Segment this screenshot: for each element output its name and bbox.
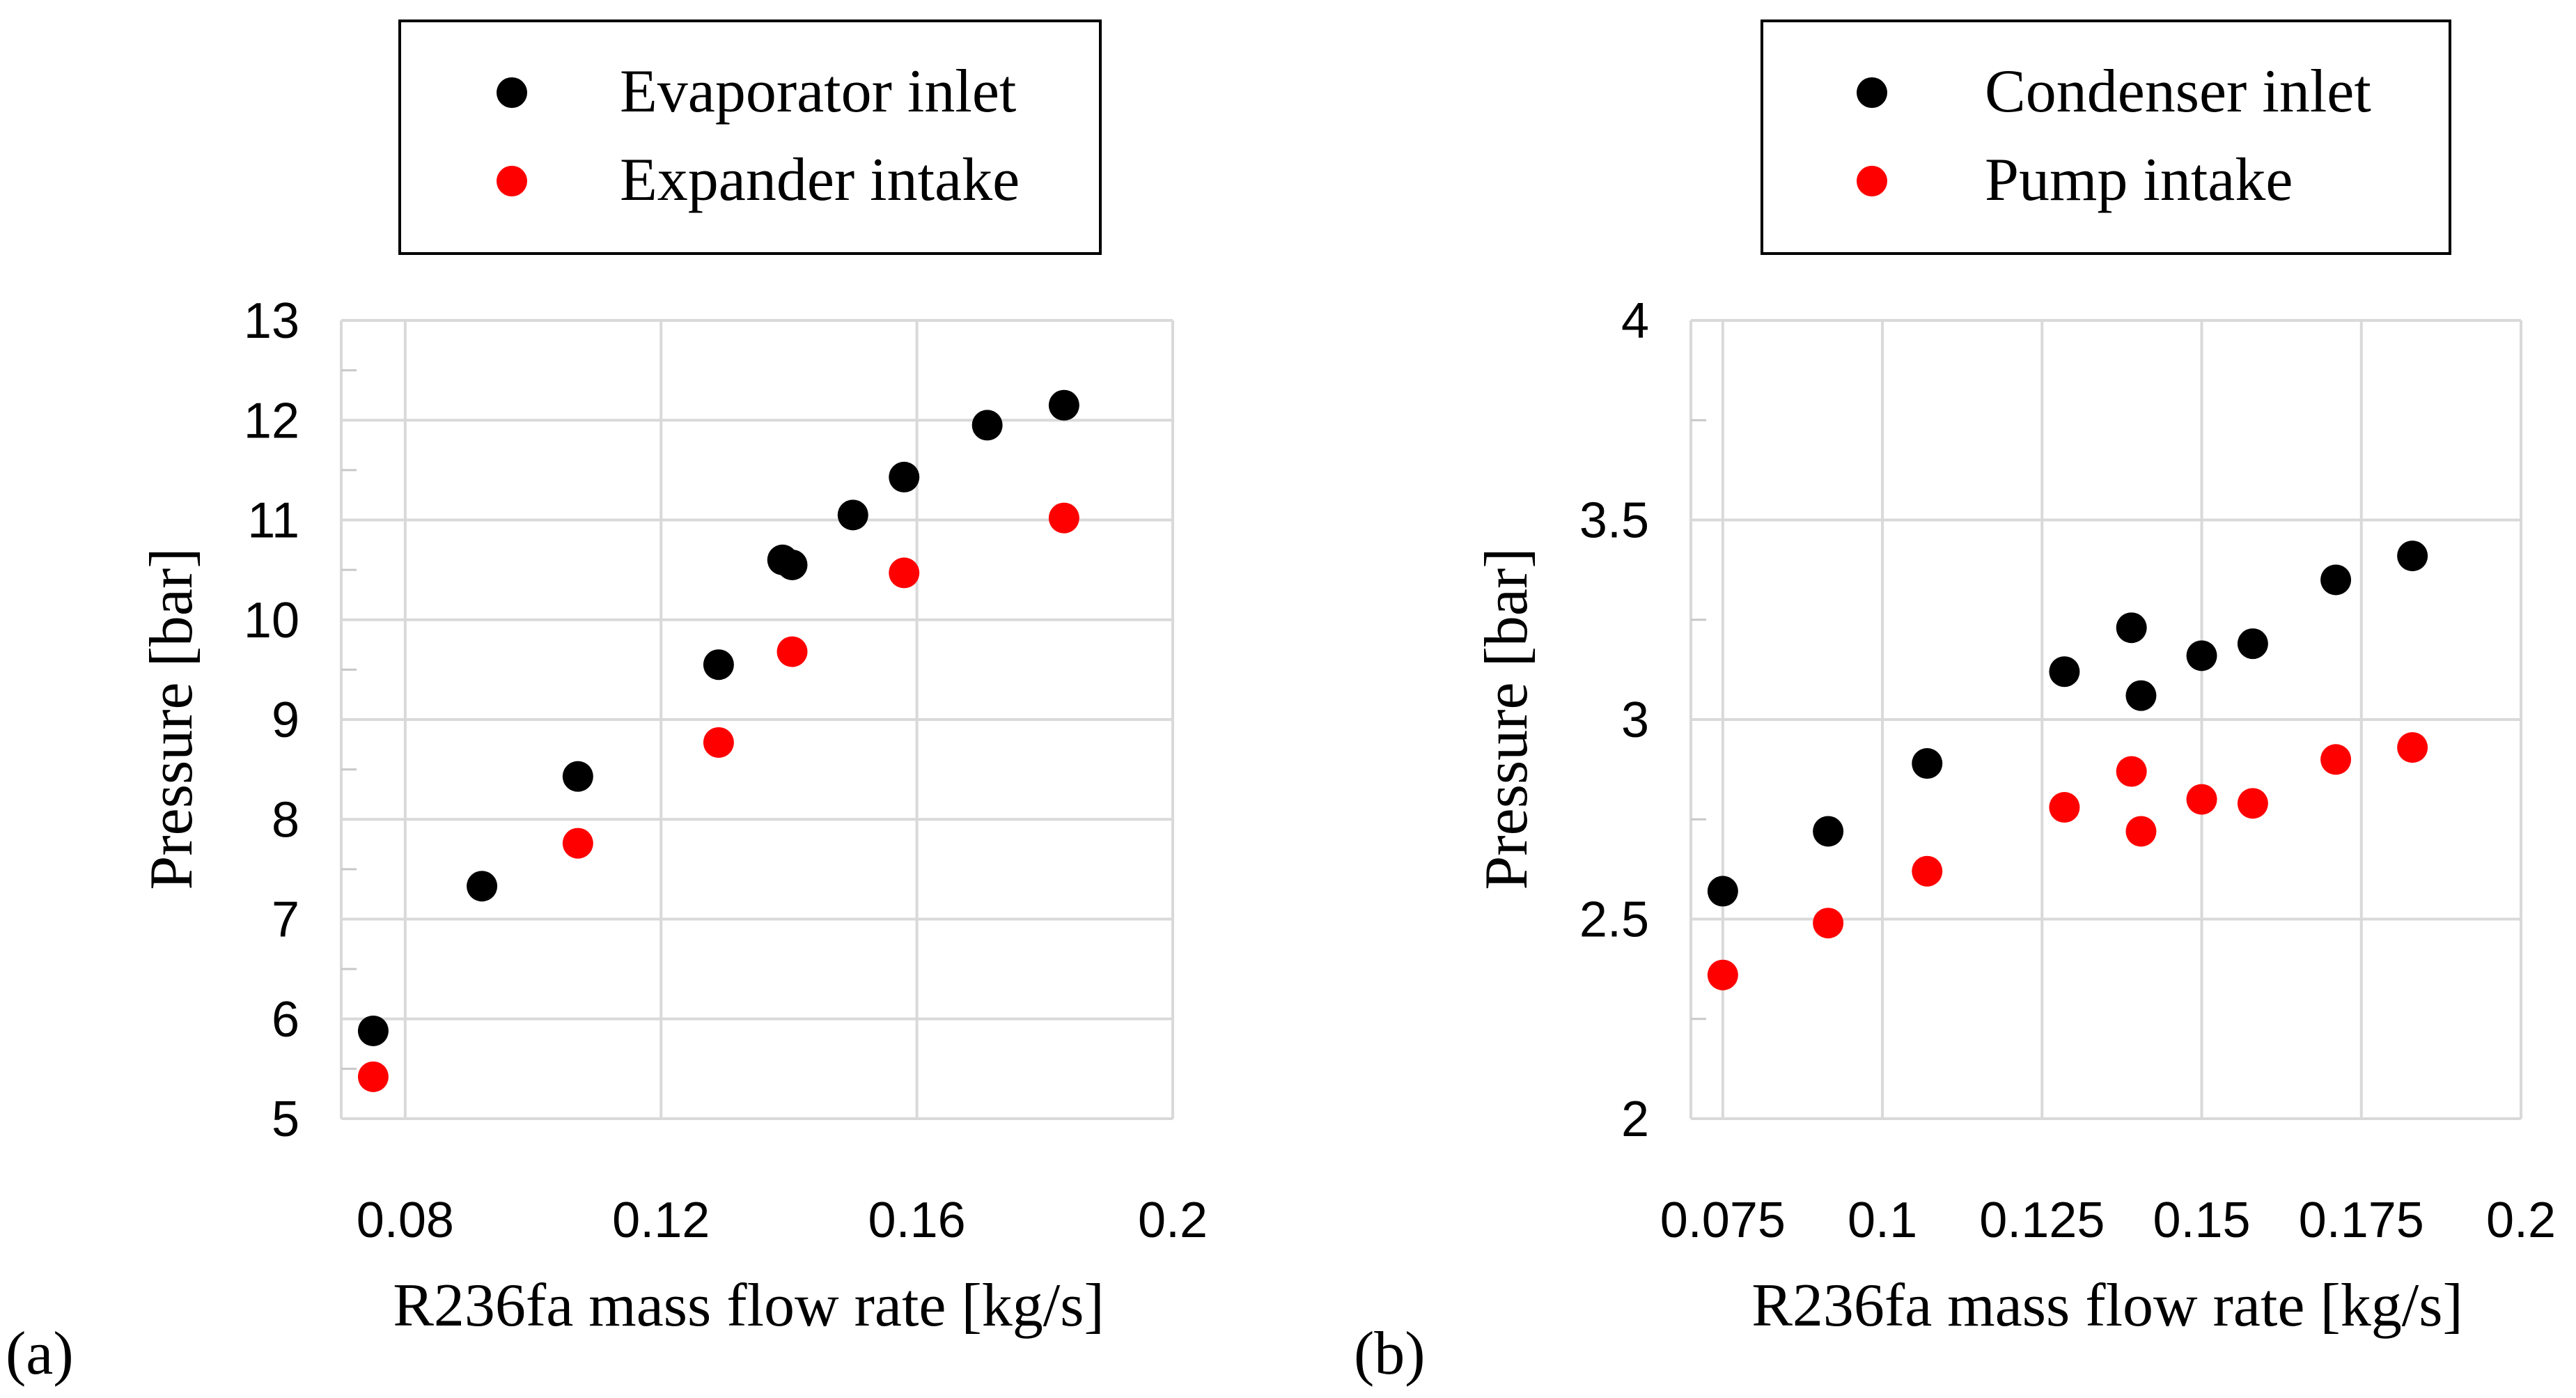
x-tick-labels: 0.08 0.12 0.16 0.2 xyxy=(357,1193,1208,1248)
legend-marker xyxy=(497,166,527,196)
data-point xyxy=(889,557,920,589)
x-tick-label: 0.08 xyxy=(357,1193,454,1248)
x-tick-label: 0.1 xyxy=(1848,1193,1917,1248)
data-point xyxy=(467,871,498,902)
data-point xyxy=(776,549,808,580)
y-tick-label: 10 xyxy=(244,593,299,648)
y-axis-title: Pressure [bar] xyxy=(138,547,205,890)
data-point xyxy=(971,410,1003,441)
legend: Condenser inlet Pump intake xyxy=(1761,20,2451,255)
data-point xyxy=(889,461,920,492)
x-tick-label: 0.2 xyxy=(1138,1193,1208,1248)
y-tick-label: 12 xyxy=(244,393,299,449)
data-point xyxy=(562,828,593,859)
x-tick-label: 0.2 xyxy=(2486,1193,2556,1248)
data-point xyxy=(2125,680,2157,711)
series-pump-intake xyxy=(1707,732,2428,991)
y-tick-label: 4 xyxy=(1621,293,1649,349)
data-point xyxy=(703,649,734,681)
data-point xyxy=(2397,732,2428,763)
data-point xyxy=(2125,816,2157,847)
y-tick-label: 7 xyxy=(272,892,299,948)
data-point xyxy=(1048,502,1079,534)
data-point xyxy=(2186,784,2217,815)
data-point xyxy=(1813,816,1844,847)
panel-label: (a) xyxy=(6,1320,74,1388)
y-tick-label: 3 xyxy=(1621,692,1649,748)
y-tick-label: 3.5 xyxy=(1579,493,1649,549)
legend-marker xyxy=(1857,166,1887,196)
legend-label: Evaporator inlet xyxy=(620,58,1016,125)
data-point xyxy=(2320,744,2352,775)
x-axis-title: R236fa mass flow rate [kg/s] xyxy=(393,1272,1104,1339)
legend-box xyxy=(398,20,1102,255)
data-point xyxy=(562,761,593,792)
y-tick-labels: 5 6 7 8 9 10 11 12 13 xyxy=(244,293,299,1147)
panel-label: (b) xyxy=(1354,1320,1426,1388)
y-tick-label: 5 xyxy=(272,1092,299,1147)
y-tick-label: 2.5 xyxy=(1579,892,1649,948)
legend-box xyxy=(1761,20,2451,255)
y-tick-label: 6 xyxy=(272,992,299,1048)
series-evaporator-inlet xyxy=(357,389,1079,1046)
data-point xyxy=(837,499,868,531)
y-tick-label: 13 xyxy=(244,293,299,349)
grid xyxy=(340,319,1174,1120)
data-point xyxy=(2237,628,2268,660)
y-tick-label: 2 xyxy=(1621,1092,1649,1147)
series-condenser-inlet xyxy=(1707,541,2428,907)
data-point xyxy=(2320,564,2352,596)
data-point xyxy=(2237,788,2268,819)
data-point xyxy=(2397,541,2428,572)
data-point xyxy=(703,727,734,758)
x-tick-labels: 0.075 0.1 0.125 0.15 0.175 0.2 xyxy=(1660,1193,2556,1248)
data-point xyxy=(2049,656,2080,688)
x-tick-label: 0.16 xyxy=(868,1193,966,1248)
chart-panel-a: 5 6 7 8 9 10 11 12 13 0.08 0.12 0.16 0.2 R236fa mass … xyxy=(6,20,1208,1388)
data-point xyxy=(776,636,808,667)
data-point xyxy=(1048,389,1079,421)
data-point xyxy=(2049,792,2080,823)
y-tick-label: 11 xyxy=(247,493,299,549)
legend-marker xyxy=(1857,77,1887,108)
x-tick-label: 0.125 xyxy=(1979,1193,2105,1248)
data-point xyxy=(1912,748,1943,779)
data-point xyxy=(2116,612,2147,644)
legend-label: Expander intake xyxy=(620,146,1020,214)
series-expander-intake xyxy=(357,502,1079,1092)
y-tick-labels: 2 2.5 3 3.5 4 xyxy=(1579,293,1649,1147)
grid xyxy=(1689,319,2522,1120)
data-point xyxy=(1707,959,1738,991)
y-tick-label: 9 xyxy=(272,692,299,748)
y-axis-title: Pressure [bar] xyxy=(1473,547,1540,890)
legend-label: Pump intake xyxy=(1985,146,2293,214)
data-point xyxy=(1707,876,1738,907)
x-axis-title: R236fa mass flow rate [kg/s] xyxy=(1751,1272,2463,1339)
data-point xyxy=(357,1061,389,1092)
y-tick-label: 8 xyxy=(272,792,299,848)
legend: Evaporator inlet Expander intake xyxy=(398,20,1102,255)
x-tick-label: 0.075 xyxy=(1660,1193,1786,1248)
data-point xyxy=(1813,908,1844,939)
legend-marker xyxy=(497,77,527,108)
data-point xyxy=(357,1015,389,1046)
legend-label: Condenser inlet xyxy=(1985,58,2371,125)
chart-panel-b: 2 2.5 3 3.5 4 0.075 0.1 0.125 0.15 0.175 0.2 R236fa… xyxy=(1354,20,2556,1388)
data-point xyxy=(2116,756,2147,787)
x-tick-label: 0.12 xyxy=(612,1193,710,1248)
data-point xyxy=(1912,855,1943,887)
x-tick-label: 0.15 xyxy=(2153,1193,2250,1248)
data-point xyxy=(2186,640,2217,671)
x-tick-label: 0.175 xyxy=(2299,1193,2424,1248)
